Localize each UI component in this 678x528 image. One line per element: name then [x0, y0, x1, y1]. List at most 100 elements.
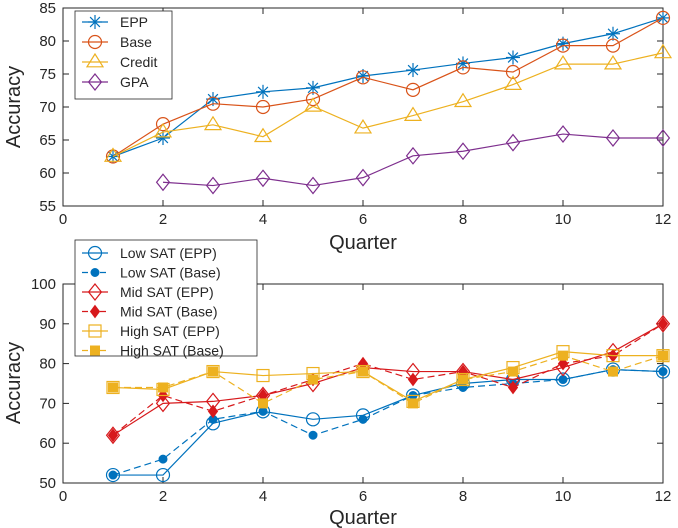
data-point-credit [303, 97, 323, 112]
series-line-epp [112, 17, 664, 158]
data-point-high-sat-epp [356, 364, 370, 379]
legend-entry-gpa: GPA [82, 73, 149, 91]
data-point-gpa [555, 125, 571, 144]
data-point-epp-stroke [157, 132, 169, 144]
data-point-gpa [505, 133, 521, 152]
data-point-epp-stroke [307, 82, 319, 94]
legend-box-bottom [74, 239, 258, 357]
legend-marker-base [87, 34, 103, 50]
legend-entry-low-sat-base: Low SAT (Base) [82, 265, 221, 281]
x-tick-label: 4 [259, 488, 267, 505]
data-point-low-sat-base [458, 382, 468, 392]
data-point-base [455, 60, 471, 75]
legend-label: Low SAT (Base) [120, 265, 221, 281]
data-point-epp [306, 80, 320, 95]
data-point-mid-sat-epp [155, 394, 171, 413]
legend-label: GPA [120, 74, 149, 90]
data-point-high-sat-epp [256, 368, 270, 383]
x-tick-label: 10 [555, 211, 572, 228]
legend-marker-epp-stroke [89, 16, 101, 28]
data-point-epp [606, 26, 620, 41]
data-point-gpa [355, 168, 371, 187]
data-point-base [355, 70, 371, 85]
legend-entry-high-sat-epp: High SAT (EPP) [82, 323, 220, 339]
data-point-mid-sat-epp [555, 358, 571, 377]
legend-entry-high-sat-base: High SAT (Base) [82, 343, 224, 359]
data-point-mid-sat-base [107, 428, 119, 443]
data-point-gpa [405, 146, 421, 165]
data-point-gpa [305, 176, 321, 195]
data-point-low-sat-base [258, 406, 268, 416]
data-point-epp-stroke [607, 28, 619, 40]
data-point-epp [156, 131, 170, 146]
series-base [105, 10, 671, 164]
legend-entry-credit: Credit [82, 52, 157, 70]
data-point-credit [353, 118, 373, 134]
data-point-credit [503, 75, 523, 90]
data-point-credit [153, 122, 173, 138]
data-point-epp-stroke [257, 86, 269, 98]
x-axis-label-top: Quarter [329, 232, 397, 254]
legend-label: Mid SAT (EPP) [120, 284, 214, 300]
legend-marker-credit [85, 52, 105, 68]
legend-label: Mid SAT (Base) [120, 304, 218, 320]
data-point-high-sat-base [258, 398, 268, 409]
series-credit [103, 43, 673, 162]
data-point-low-sat-base [308, 430, 318, 440]
legend-bottom: Low SAT (EPP) Low SAT (Base) Mid SAT (EPP)… [74, 239, 258, 359]
data-point-mid-sat-base [507, 380, 519, 395]
data-point-gpa [155, 173, 171, 192]
y-tick-label: 55 [39, 198, 56, 215]
series-high-sat-base [108, 350, 668, 409]
data-point-base [105, 149, 121, 164]
y-tick-label: 80 [39, 356, 56, 373]
data-point-high-sat-base [508, 366, 518, 377]
legend-entry-epp: EPP [82, 14, 148, 30]
accuracy-chart-top: 0 2 4 6 8 10 12 55 60 65 70 75 80 85 Quarter Accuracy… [3, 0, 673, 254]
series-line-gpa [162, 133, 663, 187]
series-line-low-sat-base [112, 368, 664, 476]
x-tick-label: 6 [359, 211, 367, 228]
data-point-high-sat-base [658, 350, 668, 361]
data-point-gpa [655, 129, 671, 147]
data-point-epp [406, 63, 420, 78]
series-group-top [103, 10, 673, 195]
y-tick-label: 70 [39, 395, 56, 412]
y-tick-label: 90 [39, 316, 56, 333]
data-point-base [305, 91, 321, 107]
data-point-epp [506, 50, 520, 65]
data-point-low-sat-base [108, 470, 118, 480]
legend-marker-low-sat-base [90, 268, 100, 277]
data-point-mid-sat-base [657, 316, 669, 331]
legend-marker-mid-sat-base [89, 304, 101, 319]
data-point-low-sat-base [558, 375, 568, 385]
data-point-high-sat-base [308, 374, 318, 385]
legend-entry-mid-sat-epp: Mid SAT (EPP) [82, 283, 214, 301]
data-point-credit [603, 54, 623, 70]
legend-label: High SAT (Base) [120, 343, 224, 359]
data-point-high-sat-base [558, 350, 568, 361]
data-point-base [655, 10, 671, 25]
data-point-credit [403, 106, 423, 121]
data-point-gpa [455, 142, 471, 161]
legend-marker-mid-sat-epp [87, 283, 103, 301]
legend-entry-mid-sat-base: Mid SAT (Base) [82, 304, 218, 320]
legend-marker-high-sat-base [90, 345, 100, 356]
legend-entry-base: Base [82, 34, 152, 50]
data-point-low-sat-epp [155, 467, 171, 483]
data-point-low-sat-epp [305, 412, 321, 427]
y-tick-label: 70 [39, 99, 56, 116]
legend-top: EPP Base Credit GPA [74, 10, 173, 100]
data-point-base [405, 82, 421, 97]
y-tick-label: 65 [39, 132, 56, 149]
x-tick-label: 2 [159, 211, 167, 228]
legend-marker-gpa [87, 73, 103, 91]
y-tick-label: 100 [31, 276, 56, 293]
y-tick-label: 60 [39, 165, 56, 182]
x-tick-label: 8 [459, 488, 467, 505]
data-point-epp-stroke [507, 52, 519, 63]
legend-label: Base [120, 34, 152, 50]
data-point-credit [453, 92, 473, 108]
